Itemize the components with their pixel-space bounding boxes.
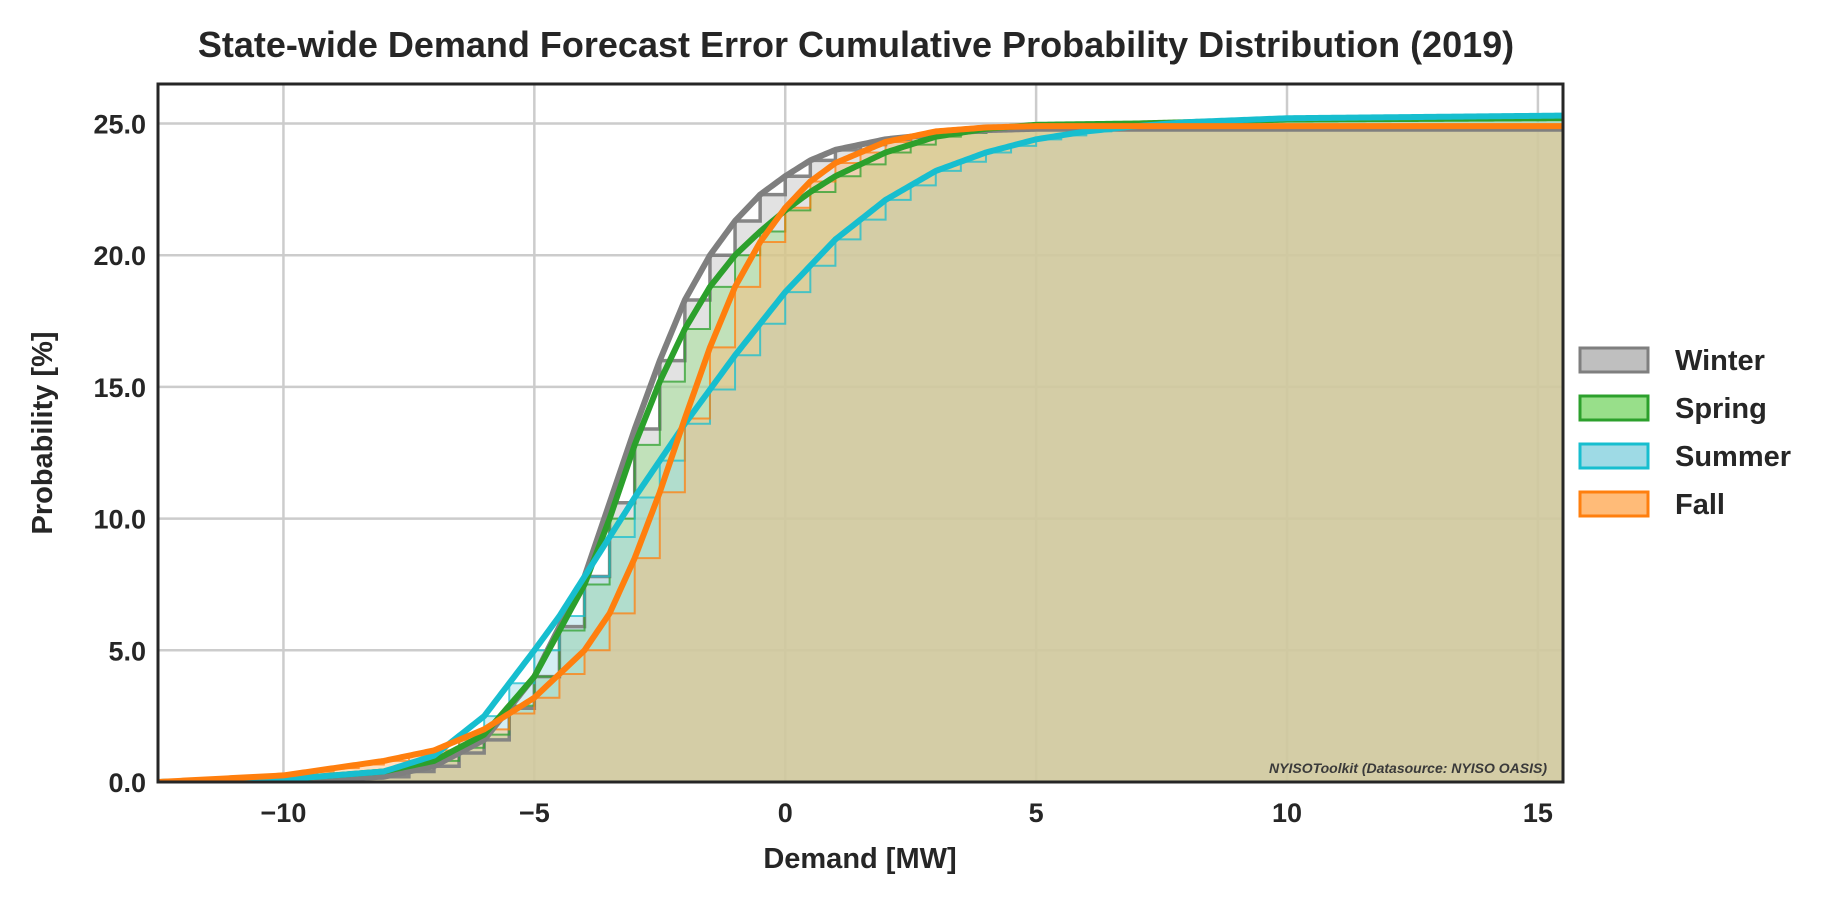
watermark: NYISOToolkit (Datasource: NYISO OASIS) <box>1269 760 1547 776</box>
x-tick-labels: −10 −5 0 5 10 15 <box>261 798 1553 828</box>
legend-label-spring: Spring <box>1675 393 1767 425</box>
series-fill-fall <box>158 126 1563 782</box>
y-tick-label: 10.0 <box>93 505 146 535</box>
y-tick-label: 25.0 <box>93 110 146 140</box>
x-tick-label: 15 <box>1523 798 1553 828</box>
legend-label-winter: Winter <box>1675 345 1765 377</box>
x-tick-label: 5 <box>1029 798 1044 828</box>
series-kde-lines <box>158 112 1563 782</box>
y-axis-label: Probability [%] <box>27 331 59 534</box>
legend-swatch-fall <box>1578 490 1650 518</box>
x-tick-label: −5 <box>519 798 550 828</box>
legend-label-summer: Summer <box>1675 441 1791 473</box>
y-tick-label: 20.0 <box>93 241 146 271</box>
series-fill-winter <box>158 128 1563 782</box>
series-fill-summer <box>158 115 1563 782</box>
series-line-summer <box>158 112 1563 782</box>
x-tick-label: −10 <box>261 798 307 828</box>
series-line-fall <box>158 123 1563 782</box>
series-fill-spring <box>158 118 1563 782</box>
series-fills <box>158 115 1563 782</box>
y-tick-label: 5.0 <box>108 636 146 666</box>
legend-swatch-winter <box>1578 346 1650 374</box>
x-tick-label: 0 <box>778 798 793 828</box>
y-tick-label: 0.0 <box>108 768 146 798</box>
x-axis-label: Demand [MW] <box>763 843 956 875</box>
chart-title: State-wide Demand Forecast Error Cumulat… <box>198 24 1514 65</box>
legend-swatch-spring <box>1578 394 1650 422</box>
x-tick-label: 10 <box>1272 798 1302 828</box>
legend-label-fall: Fall <box>1675 489 1725 521</box>
legend: Winter Spring Summer Fall <box>1578 345 1791 521</box>
y-tick-labels: 0.0 5.0 10.0 15.0 20.0 25.0 <box>93 110 146 798</box>
y-tick-label: 15.0 <box>93 373 146 403</box>
plot-frame <box>156 82 1565 784</box>
legend-swatch-summer <box>1578 442 1650 470</box>
